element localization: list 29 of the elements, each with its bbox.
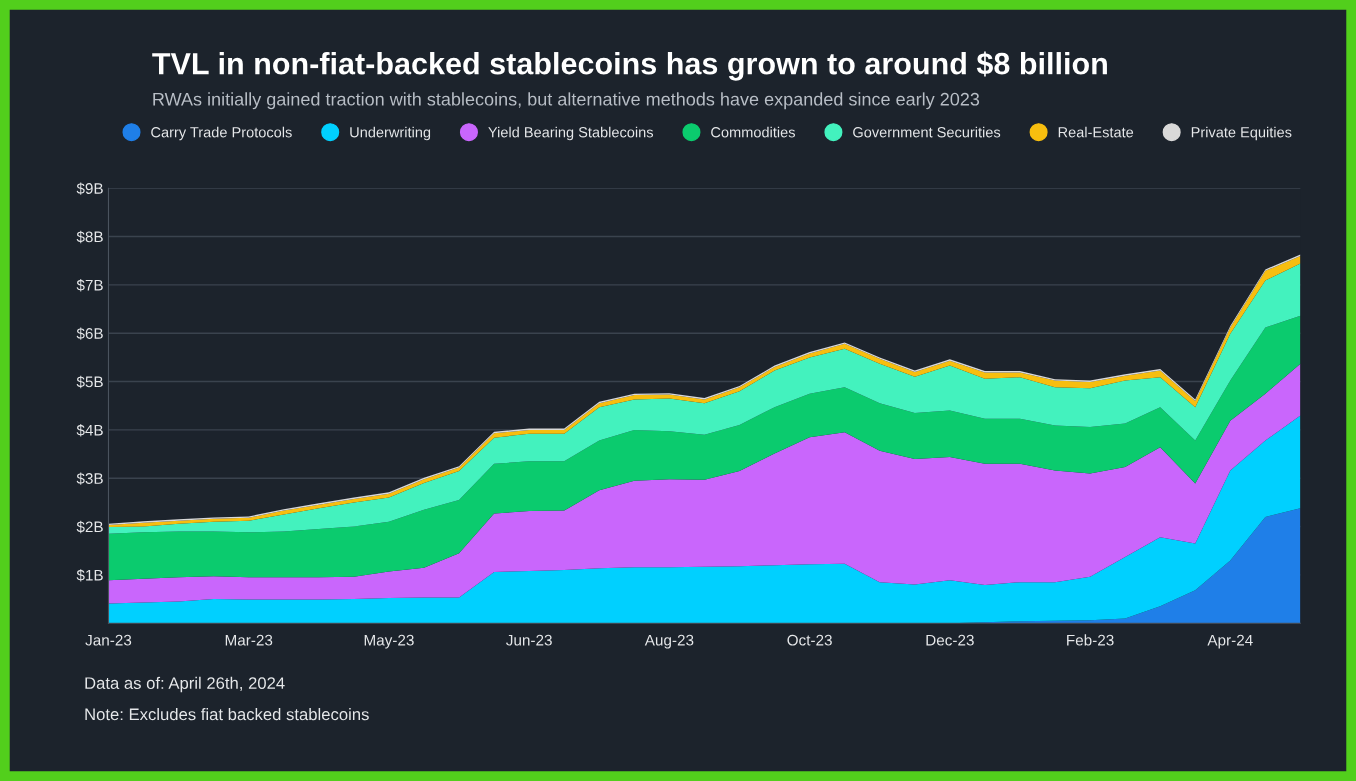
y-tick-label: $8B <box>76 230 103 244</box>
x-tick-label: Aug-23 <box>644 634 694 649</box>
legend-label: Government Securities <box>853 126 1001 138</box>
legend-label: Real-Estate <box>1058 126 1134 138</box>
text: Note: Excludes fiat backed stablecoins <box>85 708 369 721</box>
legend-label: Yield Bearing Stablecoins <box>488 126 654 141</box>
x-tick-label: Jun-23 <box>506 634 552 646</box>
legend-label: Commodities <box>711 126 795 138</box>
y-tick-label: $4B <box>76 424 103 437</box>
x-tick-label: May-23 <box>364 634 414 649</box>
x-tick-label: Feb-23 <box>1067 634 1114 646</box>
x-tick-label: Jan-23 <box>85 634 132 646</box>
y-tick-label: $5B <box>76 375 103 389</box>
text: Data as of: April 26th, 2024 <box>85 676 285 693</box>
y-tick-label: $6B <box>76 327 103 340</box>
chart-title: TVL in non-fiat-backed stablecoins has grown to around $8 billion <box>152 51 1107 81</box>
x-tick-label: Oct-23 <box>787 634 832 646</box>
legend-label: Carry Trade Protocols <box>151 126 292 141</box>
x-tick-label: Mar-23 <box>225 634 273 646</box>
chart-subtitle: RWAs initially gained traction with stablecoins, but alternative methods have expanded since early 2023 <box>153 92 980 110</box>
y-tick-label: $9B <box>76 182 103 195</box>
x-tick-label: Dec-23 <box>926 634 974 646</box>
y-tick-label: $2B <box>76 520 103 534</box>
legend-label: Underwriting <box>350 126 431 141</box>
legend-label: Private Equities <box>1191 126 1292 141</box>
x-tick-label: Apr-24 <box>1207 634 1253 649</box>
y-tick-label: $7B <box>76 279 103 292</box>
y-tick-label: $1B <box>76 569 103 582</box>
y-tick-label: $3B <box>76 472 103 485</box>
